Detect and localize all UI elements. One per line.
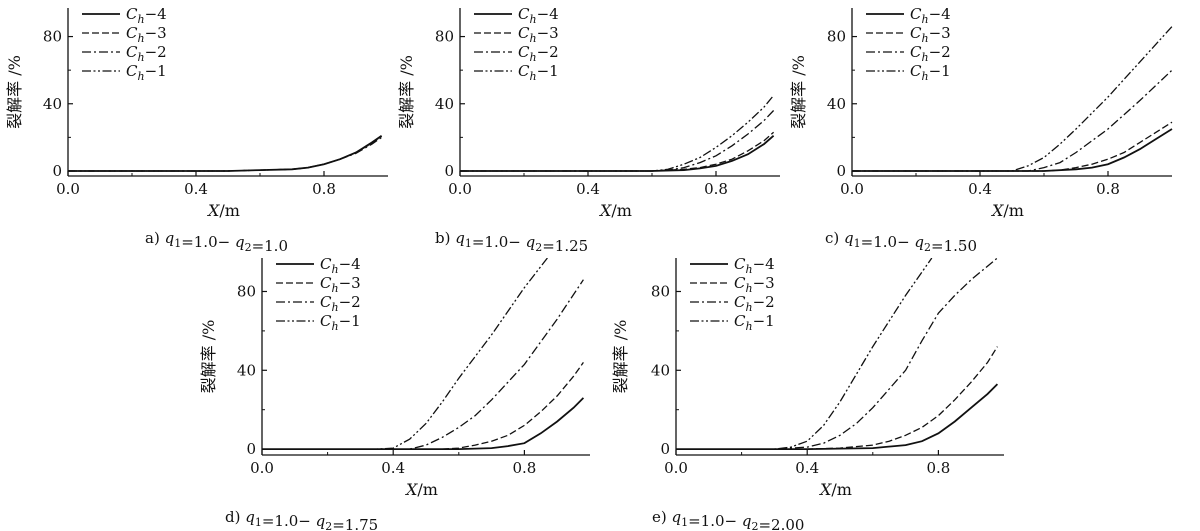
series-line-ch-1 xyxy=(676,258,933,450)
legend-label: Ch−4 xyxy=(518,5,559,26)
legend-label: Ch−3 xyxy=(126,24,167,45)
legend: Ch−4Ch−3Ch−2Ch−1 xyxy=(474,5,559,83)
series-line-ch-1 xyxy=(68,135,383,172)
legend-label: Ch−2 xyxy=(734,293,775,314)
panel-caption: a) q1=1.0− q2=1.0 xyxy=(145,229,288,255)
x-tick-label: 0.8 xyxy=(512,459,536,477)
chart-panel-c: 0 40 80 0.0 0.4 0.8 X/m 裂解率 /% Ch−4Ch−3Ch−2Ch−1 c… xyxy=(789,5,1173,255)
x-tick-label: 0.4 xyxy=(968,180,992,198)
legend-label: Ch−4 xyxy=(320,255,361,276)
chart-panel-d: 0 40 80 0.0 0.4 0.8 X/m 裂解率 /% Ch−4Ch−3Ch−2Ch−1 d… xyxy=(199,255,590,531)
x-tick-label: 0.0 xyxy=(250,459,274,477)
x-axis-label: X/m xyxy=(206,201,240,220)
legend-label: Ch−2 xyxy=(518,43,559,64)
y-axis-label: 裂解率 /% xyxy=(397,55,416,129)
legend-label: Ch−1 xyxy=(126,62,167,83)
legend: Ch−4Ch−3Ch−2Ch−1 xyxy=(276,255,361,333)
x-tick-label: 0.8 xyxy=(1096,180,1120,198)
y-tick-label: 80 xyxy=(435,28,454,46)
series-line-ch-2 xyxy=(262,279,584,450)
chart-panel-e: 0 40 80 0.0 0.4 0.8 X/m 裂解率 /% Ch−4Ch−3Ch−2Ch−1 e… xyxy=(611,255,1004,531)
y-tick-label: 0 xyxy=(52,162,62,180)
legend: Ch−4Ch−3Ch−2Ch−1 xyxy=(690,255,775,333)
series-line-ch-4 xyxy=(676,383,999,450)
x-tick-label: 0.8 xyxy=(312,180,336,198)
series-line-ch-3 xyxy=(852,121,1173,172)
legend-label: Ch−1 xyxy=(320,312,361,333)
legend-label: Ch−4 xyxy=(734,255,775,276)
chart-panel-b: 0 40 80 0.0 0.4 0.8 X/m 裂解率 /% Ch−4Ch−3Ch−2Ch−1 b… xyxy=(397,5,780,255)
legend-label: Ch−2 xyxy=(126,43,167,64)
panel-caption: e) q1=1.0− q2=2.00 xyxy=(652,508,804,531)
panel-caption: c) q1=1.0− q2=1.50 xyxy=(825,229,977,255)
legend-label: Ch−1 xyxy=(734,312,775,333)
y-tick-label: 40 xyxy=(435,95,454,113)
legend-label: Ch−3 xyxy=(734,274,775,295)
y-tick-label: 0 xyxy=(246,440,256,458)
y-tick-label: 80 xyxy=(43,28,62,46)
x-tick-label: 0.4 xyxy=(381,459,405,477)
y-tick-label: 0 xyxy=(444,162,454,180)
y-tick-label: 80 xyxy=(237,282,256,300)
panel-caption: b) q1=1.0− q2=1.25 xyxy=(435,229,588,255)
x-axis-label: X/m xyxy=(404,480,438,499)
series-line-ch-2 xyxy=(68,136,382,172)
y-tick-label: 40 xyxy=(651,361,670,379)
y-tick-label: 80 xyxy=(651,282,670,300)
x-tick-label: 0.8 xyxy=(704,180,728,198)
legend-label: Ch−2 xyxy=(320,293,361,314)
y-tick-label: 0 xyxy=(660,440,670,458)
series-line-ch-3 xyxy=(460,131,775,172)
x-tick-label: 0.4 xyxy=(795,459,819,477)
legend: Ch−4Ch−3Ch−2Ch−1 xyxy=(82,5,167,83)
series-line-ch-1 xyxy=(852,26,1173,172)
series-line-ch-2 xyxy=(852,69,1173,172)
y-axis-label: 裂解率 /% xyxy=(789,55,808,129)
series-line-ch-2 xyxy=(676,258,998,450)
x-tick-label: 0.4 xyxy=(184,180,208,198)
legend: Ch−4Ch−3Ch−2Ch−1 xyxy=(866,5,951,83)
legend-label: Ch−1 xyxy=(910,62,951,83)
legend-label: Ch−3 xyxy=(320,274,361,295)
x-tick-label: 0.0 xyxy=(448,180,472,198)
x-tick-label: 0.0 xyxy=(840,180,864,198)
chart-panel-a: 0 40 80 0.0 0.4 0.8 X/m 裂解率 /% Ch−4Ch−3Ch−2Ch−1 a… xyxy=(5,5,388,255)
x-tick-label: 0.8 xyxy=(926,459,950,477)
x-tick-label: 0.0 xyxy=(664,459,688,477)
panel-caption: d) q1=1.0− q2=1.75 xyxy=(225,508,378,531)
x-axis-label: X/m xyxy=(990,201,1024,220)
legend-label: Ch−4 xyxy=(126,5,167,26)
series-line-ch-3 xyxy=(262,362,584,450)
y-tick-label: 80 xyxy=(827,28,846,46)
x-axis-label: X/m xyxy=(598,201,632,220)
series-line-ch-4 xyxy=(262,397,585,450)
series-line-ch-4 xyxy=(460,135,775,172)
series-line-ch-4 xyxy=(68,134,383,172)
x-tick-label: 0.0 xyxy=(56,180,80,198)
series-line-ch-3 xyxy=(676,346,998,450)
series-line-ch-3 xyxy=(68,135,382,172)
x-axis-label: X/m xyxy=(818,480,852,499)
series-line-ch-4 xyxy=(852,128,1173,172)
legend-label: Ch−2 xyxy=(910,43,951,64)
y-axis-label: 裂解率 /% xyxy=(5,55,24,129)
y-axis-label: 裂解率 /% xyxy=(611,320,630,394)
x-tick-label: 0.4 xyxy=(576,180,600,198)
y-tick-label: 0 xyxy=(836,162,846,180)
legend-label: Ch−3 xyxy=(518,24,559,45)
legend-label: Ch−4 xyxy=(910,5,951,26)
legend-label: Ch−1 xyxy=(518,62,559,83)
series-line-ch-1 xyxy=(460,94,775,172)
y-axis-label: 裂解率 /% xyxy=(199,320,218,394)
y-tick-label: 40 xyxy=(827,95,846,113)
y-tick-label: 40 xyxy=(237,361,256,379)
series-line-ch-1 xyxy=(262,258,548,450)
y-tick-label: 40 xyxy=(43,95,62,113)
legend-label: Ch−3 xyxy=(910,24,951,45)
